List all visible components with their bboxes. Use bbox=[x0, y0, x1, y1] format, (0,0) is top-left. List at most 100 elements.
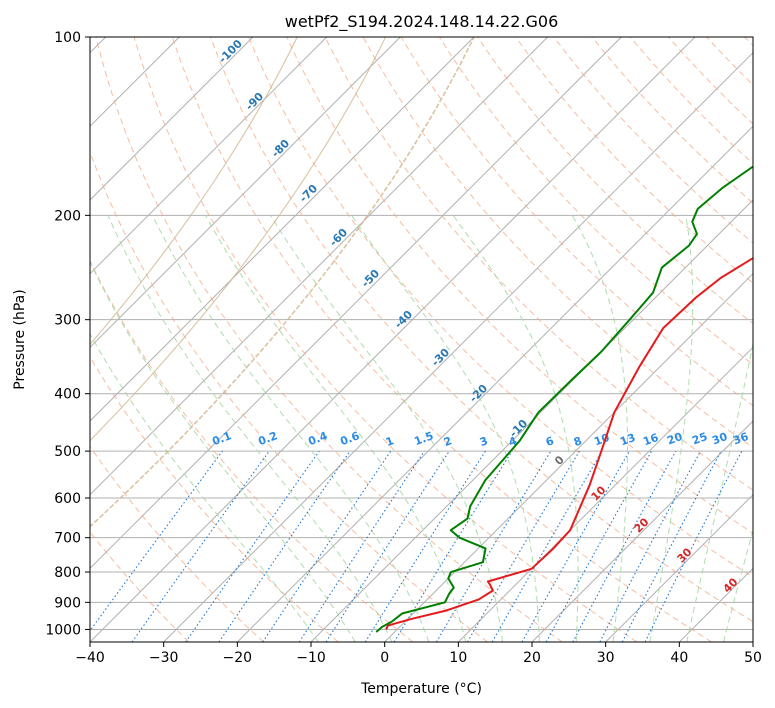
isotherm-line bbox=[605, 493, 753, 642]
dry-adiabat-line bbox=[515, 37, 753, 284]
moist-adiabat-line bbox=[649, 215, 694, 642]
x-tick-label: 30 bbox=[597, 650, 615, 666]
mixing-ratio-label: 36 bbox=[731, 430, 750, 448]
mixing-ratio-line bbox=[325, 450, 450, 642]
moist-adiabat-line bbox=[686, 341, 753, 642]
y-tick-label: 200 bbox=[54, 208, 81, 224]
moist-adiabat-line bbox=[90, 332, 319, 642]
profile-series bbox=[375, 165, 753, 633]
y-tick-label: 700 bbox=[54, 531, 81, 547]
x-tick-label: −20 bbox=[223, 650, 253, 666]
isotherm-line bbox=[531, 420, 753, 642]
mixing-ratio-label: 6 bbox=[544, 434, 556, 449]
chart-title: wetPf2_S194.2024.148.14.22.G06 bbox=[285, 12, 559, 32]
lcl-arc-line bbox=[90, 37, 475, 528]
y-tick-label: 400 bbox=[54, 387, 81, 403]
moist-adiabat-line bbox=[107, 215, 393, 642]
dry-adiabat-line bbox=[477, 37, 753, 325]
dry-adiabat-line bbox=[90, 259, 414, 642]
mixing-ratio-label: 0.4 bbox=[306, 429, 329, 448]
mixing-ratio-label: 8 bbox=[572, 434, 584, 449]
dry-adiabat-line bbox=[90, 445, 264, 642]
dewpoint-profile-line bbox=[375, 165, 753, 633]
moist-adiabat-line bbox=[205, 215, 467, 642]
isotherm-line bbox=[90, 37, 401, 349]
isotherm-line bbox=[163, 51, 753, 642]
x-axis-ticks: −40 −30 −20 −10 0 10 20 30 40 50 bbox=[75, 642, 762, 666]
mixing-ratio-label: 16 bbox=[641, 431, 660, 449]
mixing-ratio-line bbox=[131, 450, 270, 642]
isotherm-line bbox=[90, 37, 622, 570]
y-tick-label: 1000 bbox=[45, 622, 81, 638]
dry-adiabat-line bbox=[210, 37, 753, 623]
y-tick-label: 300 bbox=[54, 313, 81, 329]
x-tick-label: −40 bbox=[75, 650, 105, 666]
isotherm-line bbox=[90, 37, 549, 496]
isotherm-line bbox=[236, 125, 753, 642]
mixing-ratio-line bbox=[491, 450, 603, 642]
isotherm-line bbox=[752, 641, 753, 642]
moist-adiabat-line bbox=[351, 215, 540, 642]
mixing-ratio-label: 0.6 bbox=[338, 429, 361, 448]
mixing-ratio-label: 0.1 bbox=[210, 429, 233, 448]
dry-adiabat-line bbox=[248, 37, 753, 578]
mixing-ratio-line bbox=[364, 450, 486, 642]
mixing-ratio-line bbox=[467, 450, 580, 642]
x-tick-label: 0 bbox=[380, 650, 389, 666]
pressure-gridlines bbox=[90, 37, 753, 630]
y-tick-label: 500 bbox=[54, 444, 81, 460]
isotherm-line bbox=[90, 37, 254, 201]
x-tick-label: −10 bbox=[296, 650, 326, 666]
x-axis-title: Temperature (°C) bbox=[360, 681, 482, 697]
moist-adiabat-lines bbox=[90, 215, 753, 642]
lcl-arc-line bbox=[90, 37, 298, 346]
x-tick-label: 40 bbox=[670, 650, 688, 666]
plot-background bbox=[90, 37, 753, 642]
mixing-ratio-label: 2 bbox=[442, 434, 454, 449]
x-tick-label: 50 bbox=[744, 650, 762, 666]
moist-adiabat-line bbox=[90, 260, 356, 642]
moist-adiabat-line bbox=[270, 215, 504, 642]
mixing-ratio-line bbox=[545, 450, 653, 642]
dry-adiabat-line bbox=[171, 37, 712, 642]
lcl-arc-line bbox=[90, 37, 387, 442]
mixing-ratio-line bbox=[185, 450, 320, 642]
x-tick-label: 20 bbox=[523, 650, 541, 666]
temperature-profile-line bbox=[385, 256, 753, 630]
mixing-ratio-label: 1 bbox=[384, 434, 396, 449]
dry-adiabat-line bbox=[629, 37, 753, 165]
moist-adiabat-line bbox=[571, 215, 629, 642]
x-tick-label: 10 bbox=[449, 650, 467, 666]
mixing-ratio-label: 20 bbox=[665, 430, 684, 448]
isotherm-line bbox=[384, 272, 753, 642]
dry-adiabat-line bbox=[591, 37, 753, 204]
lcl-arc-lines bbox=[90, 37, 475, 528]
dry-adiabat-line bbox=[95, 37, 563, 642]
mixing-ratio-label: 30 bbox=[710, 430, 729, 448]
mixing-ratio-line bbox=[521, 450, 630, 642]
isotherm-line bbox=[90, 37, 328, 275]
mixing-ratio-label: 4 bbox=[507, 434, 519, 449]
mixing-ratio-line bbox=[90, 450, 223, 632]
dry-adiabat-line bbox=[362, 37, 753, 449]
isotherm-line bbox=[90, 37, 696, 642]
dry-adiabat-line bbox=[324, 37, 753, 491]
y-tick-label: 600 bbox=[54, 491, 81, 507]
mixing-ratio-label: 25 bbox=[690, 430, 709, 447]
mixing-ratio-line bbox=[572, 450, 677, 642]
dry-adiabat-lines bbox=[90, 37, 753, 642]
plot-frame bbox=[89, 36, 754, 643]
mixing-ratio-line bbox=[435, 450, 552, 642]
y-axis-ticks: 100 200 300 400 500 600 700 800 900 1000 bbox=[45, 30, 90, 638]
x-tick-label: −30 bbox=[149, 650, 179, 666]
isotherm-lines bbox=[90, 37, 753, 642]
mixing-ratio-line bbox=[218, 450, 351, 642]
mixing-ratio-label: 0.2 bbox=[256, 429, 279, 448]
dry-adiabat-line bbox=[400, 37, 753, 407]
moist-adiabat-line bbox=[152, 215, 430, 642]
y-tick-label: 800 bbox=[54, 565, 81, 581]
mixing-ratio-label: 1.5 bbox=[412, 429, 435, 448]
y-tick-label: 100 bbox=[54, 30, 81, 46]
y-tick-label: 900 bbox=[54, 595, 81, 611]
